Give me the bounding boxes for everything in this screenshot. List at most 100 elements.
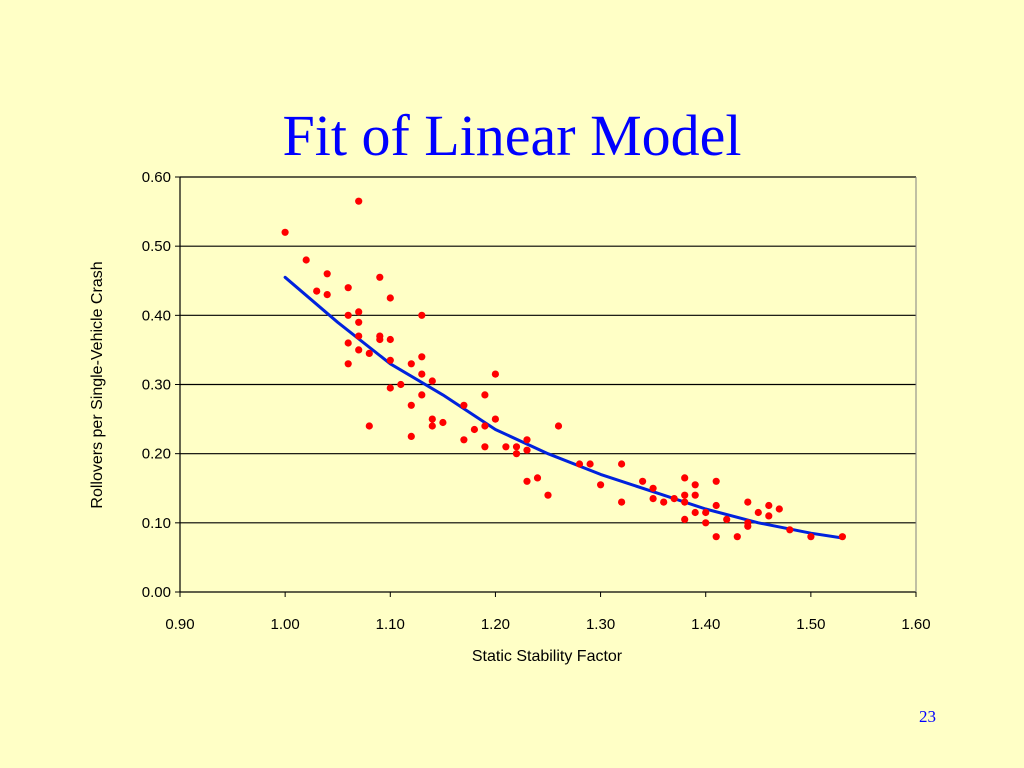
data-point <box>481 391 489 399</box>
data-point <box>660 498 668 506</box>
data-points <box>281 197 847 541</box>
data-point <box>733 533 741 541</box>
data-point <box>460 436 468 444</box>
y-tick-label: 0.10 <box>142 515 171 532</box>
data-point <box>838 533 847 541</box>
data-point <box>618 498 626 506</box>
data-point <box>523 477 531 485</box>
data-point <box>397 380 405 389</box>
data-point <box>365 422 373 430</box>
data-point <box>523 446 531 454</box>
data-point <box>418 391 426 399</box>
data-point <box>670 495 678 503</box>
data-point <box>691 491 699 499</box>
data-point <box>302 256 310 264</box>
data-point <box>586 460 594 468</box>
data-point <box>765 501 773 510</box>
data-point <box>523 436 531 444</box>
y-tick-label: 0.30 <box>142 377 171 394</box>
data-point <box>712 501 720 510</box>
data-point <box>481 443 489 451</box>
data-point <box>702 508 710 517</box>
data-point <box>765 512 773 520</box>
x-tick-label: 1.30 <box>586 616 615 633</box>
x-tick-label: 1.50 <box>796 616 825 633</box>
data-point <box>491 415 499 423</box>
data-point <box>344 311 352 319</box>
x-tick-label: 1.60 <box>901 616 930 633</box>
data-point <box>355 346 363 354</box>
data-point <box>723 515 731 524</box>
data-point <box>386 356 394 364</box>
data-point <box>744 522 752 530</box>
data-point <box>554 422 563 430</box>
data-point <box>712 533 720 541</box>
data-point <box>691 481 699 489</box>
slide-title: Fit of Linear Model <box>282 103 742 168</box>
data-point <box>418 370 426 378</box>
data-point <box>355 318 363 326</box>
x-tick-label: 1.10 <box>376 616 405 633</box>
y-tick-label: 0.50 <box>142 238 171 255</box>
data-point <box>649 495 657 503</box>
x-tick-label: 1.00 <box>271 616 300 633</box>
y-tick-label: 0.20 <box>142 446 171 463</box>
data-point <box>681 474 689 482</box>
data-point <box>365 349 373 357</box>
data-point <box>376 335 384 344</box>
data-point <box>428 415 436 423</box>
data-point <box>355 197 363 205</box>
data-point <box>323 291 331 299</box>
data-point <box>691 508 699 517</box>
data-point <box>407 432 415 440</box>
data-point <box>544 491 552 499</box>
data-point <box>786 526 794 534</box>
data-point <box>575 460 584 468</box>
data-point <box>712 477 720 485</box>
data-point <box>775 505 783 513</box>
data-point <box>418 311 426 319</box>
data-point <box>344 360 352 368</box>
y-tick-label: 0.40 <box>142 307 171 324</box>
data-point <box>470 425 478 434</box>
data-point <box>418 353 426 361</box>
data-point <box>681 515 689 524</box>
data-point <box>512 443 521 451</box>
data-point <box>407 360 415 368</box>
data-point <box>386 384 394 392</box>
data-point <box>618 460 626 468</box>
data-point <box>344 339 352 347</box>
data-point <box>481 422 489 430</box>
data-point <box>355 332 363 340</box>
data-point <box>376 273 384 281</box>
x-tick-label: 0.90 <box>165 616 194 633</box>
data-point <box>744 498 752 506</box>
data-point <box>502 443 510 451</box>
data-point <box>407 401 415 409</box>
data-point <box>639 477 647 485</box>
data-point <box>355 308 363 316</box>
data-point <box>681 491 689 499</box>
data-point <box>386 294 394 302</box>
data-point <box>649 484 657 492</box>
data-point <box>281 228 289 236</box>
data-point <box>533 474 542 482</box>
data-point <box>323 270 331 278</box>
data-point <box>681 498 689 506</box>
data-point <box>460 401 468 409</box>
data-point <box>439 418 447 427</box>
axes <box>175 176 917 597</box>
data-point <box>491 370 499 378</box>
data-point <box>386 335 394 344</box>
x-tick-label: 1.40 <box>691 616 720 633</box>
fit-line <box>283 275 844 540</box>
y-axis-title: Rollovers per Single-Vehicle Crash <box>89 261 106 508</box>
x-tick-label: 1.20 <box>481 616 510 633</box>
page-number: 23 <box>919 707 936 726</box>
data-point <box>597 481 605 489</box>
y-tick-label: 0.60 <box>142 169 171 186</box>
x-axis-title: Static Stability Factor <box>472 648 623 665</box>
data-point <box>313 287 321 295</box>
y-tick-label: 0.00 <box>142 584 171 601</box>
